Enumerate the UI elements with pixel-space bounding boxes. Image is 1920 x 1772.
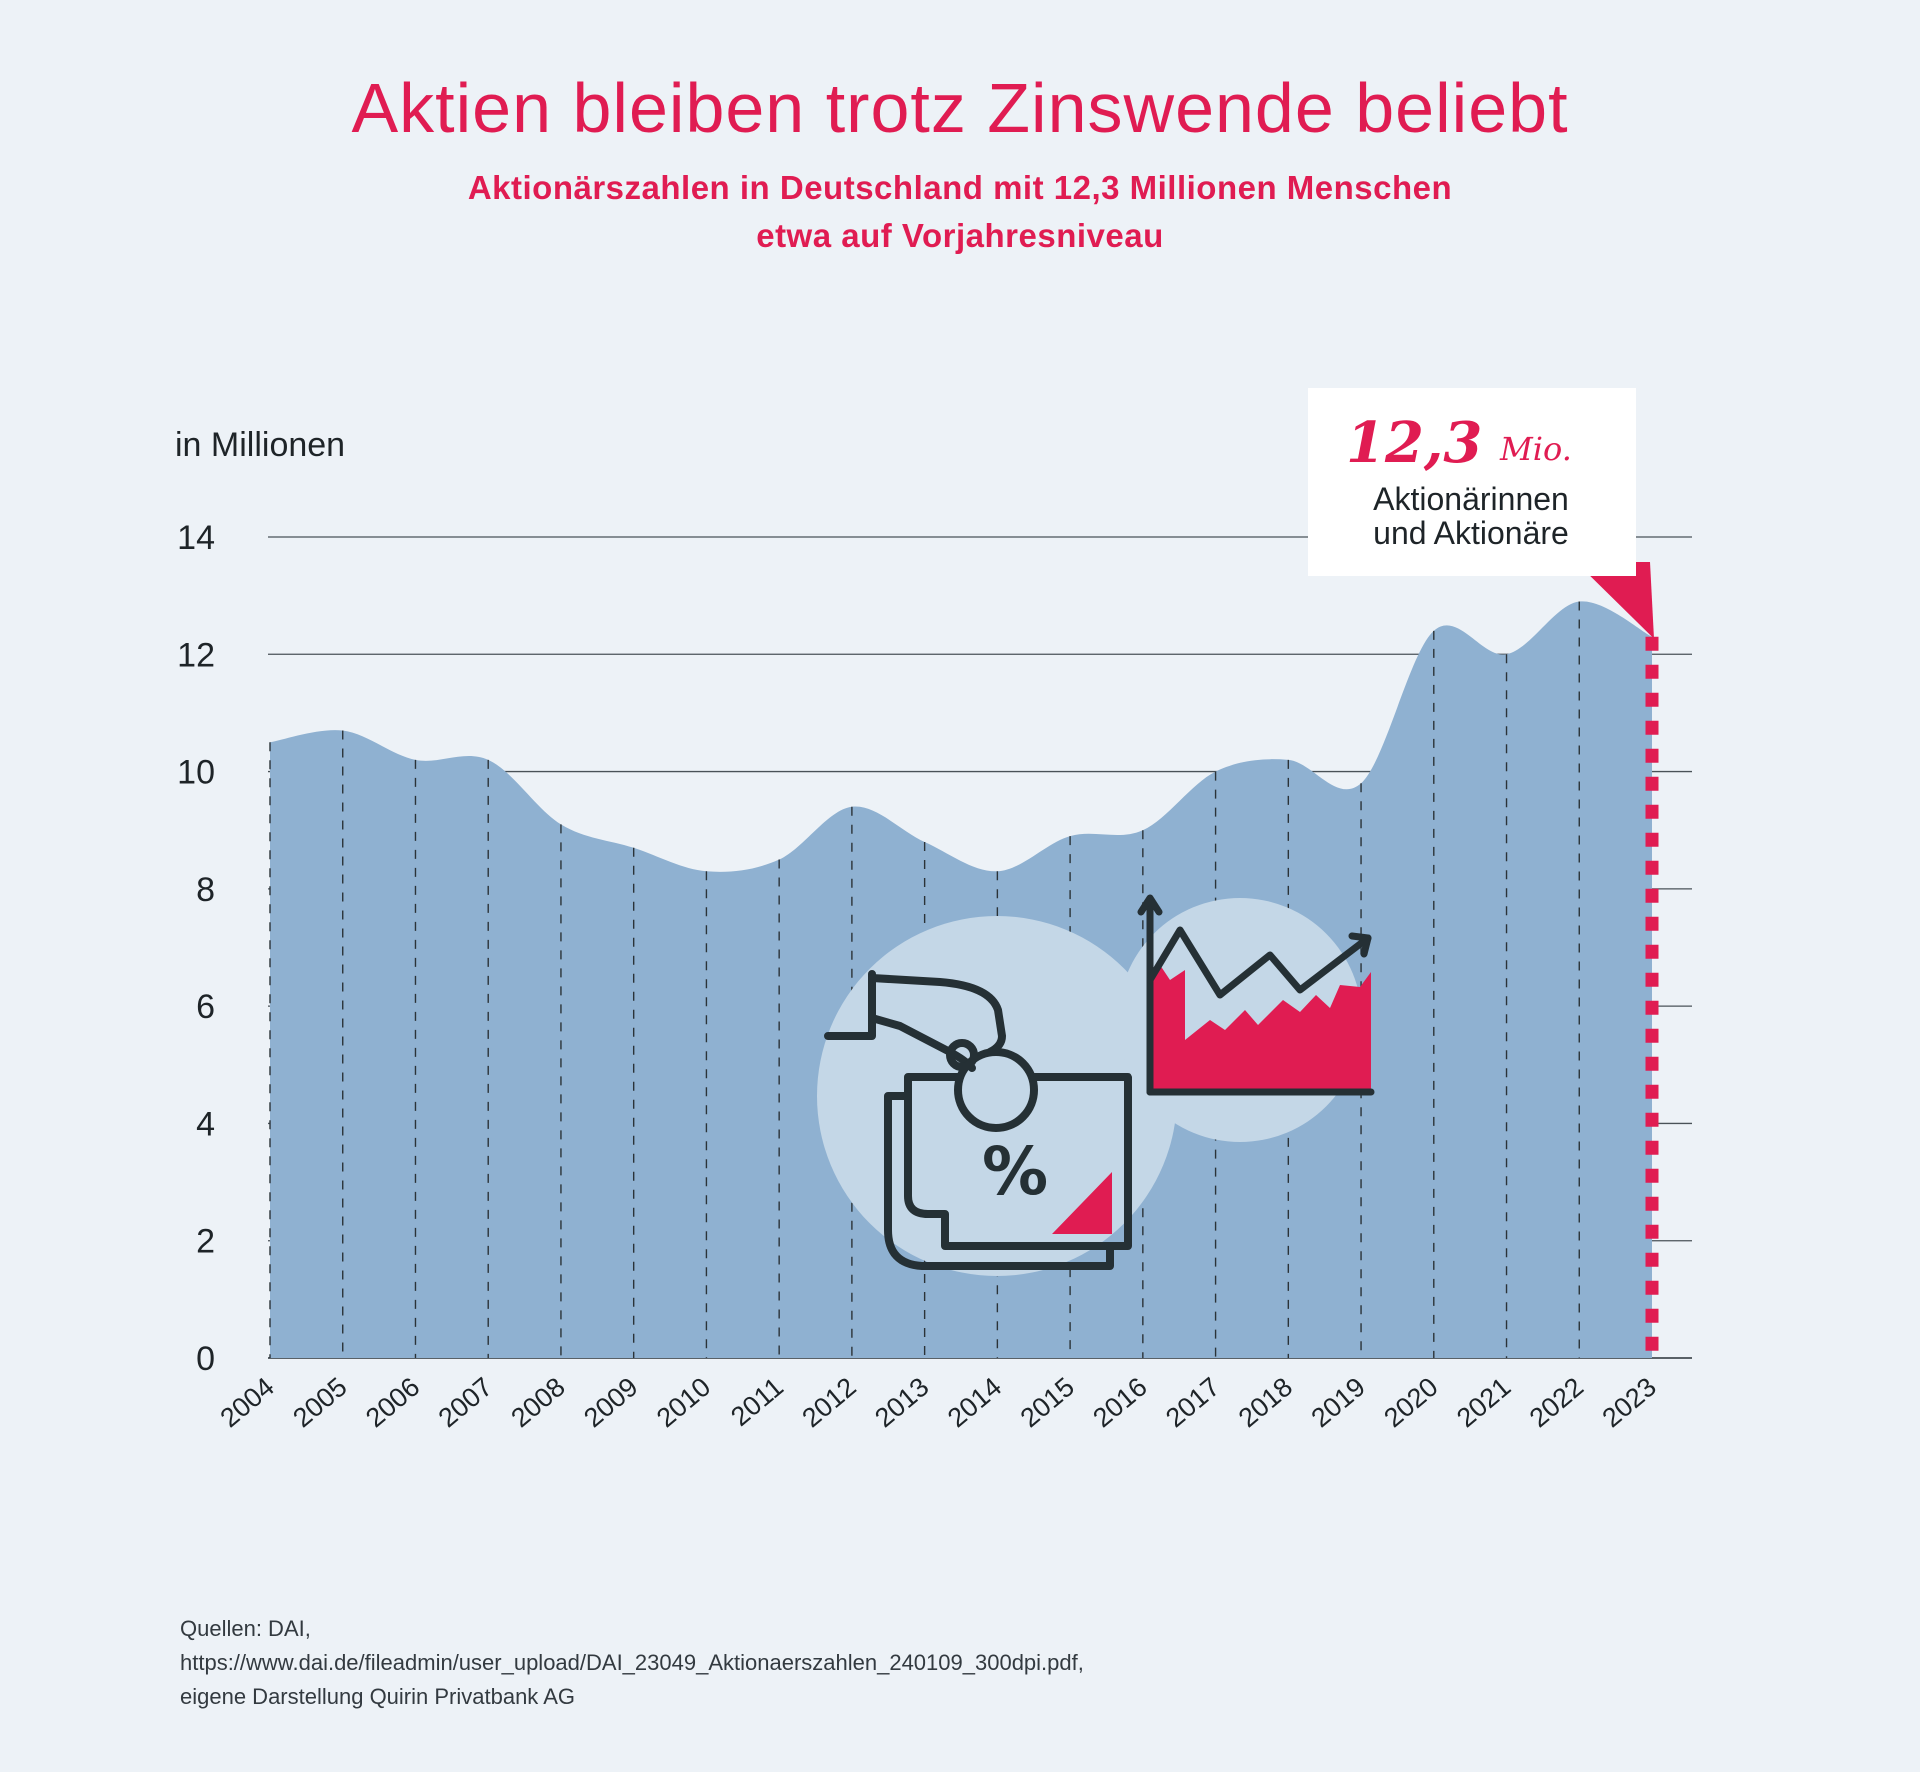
rising-chart-icon [1118, 894, 1375, 1142]
y-tick-label: 14 [177, 519, 215, 557]
x-tick-label: 2017 [1160, 1372, 1225, 1434]
callout-pointer [1576, 562, 1654, 639]
x-tick-label: 2013 [869, 1372, 934, 1434]
source-line-1: Quellen: DAI, [180, 1616, 311, 1641]
x-tick-label: 2023 [1597, 1372, 1662, 1434]
x-tick-label: 2005 [287, 1372, 352, 1434]
x-tick-label: 2015 [1015, 1372, 1080, 1434]
x-tick-label: 2016 [1087, 1372, 1152, 1434]
y-axis-label: in Millionen [175, 426, 345, 464]
y-tick-label: 12 [177, 636, 215, 674]
source-note: Quellen: DAI, https://www.dai.de/fileadm… [180, 1612, 1084, 1714]
y-tick-label: 0 [196, 1340, 215, 1378]
callout-box: 12,3 Mio. Aktionärinnen und Aktionäre [1308, 388, 1636, 576]
y-tick-label: 6 [196, 988, 215, 1026]
subtitle-line-1: Aktionärszahlen in Deutschland mit 12,3 … [467, 169, 1453, 206]
percent-glyph: % [982, 1133, 1048, 1210]
x-tick-label: 2007 [433, 1372, 498, 1434]
callout-unit: Mio. [1499, 430, 1572, 468]
hand-coin-percent-icon: % [817, 916, 1177, 1276]
x-tick-label: 2022 [1524, 1372, 1589, 1434]
x-tick-label: 2008 [505, 1372, 570, 1434]
x-tick-label: 2021 [1451, 1372, 1516, 1434]
x-tick-label: 2010 [651, 1372, 716, 1434]
chart-subtitle: Aktionärszahlen in Deutschland mit 12,3 … [360, 164, 1560, 260]
source-line-3: eigene Darstellung Quirin Privatbank AG [180, 1684, 575, 1709]
x-tick-label: 2019 [1306, 1372, 1371, 1434]
x-tick-label: 2009 [578, 1372, 643, 1434]
subtitle-line-2: etwa auf Vorjahresniveau [756, 217, 1164, 254]
x-tick-label: 2014 [942, 1372, 1007, 1434]
y-tick-label: 8 [196, 871, 215, 909]
x-tick-labels: 2004 2005 2006 2007 2008 2009 2010 2011 2012 2013… [215, 1372, 1662, 1434]
x-tick-label: 2011 [725, 1372, 789, 1432]
chart-title: Aktien bleiben trotz Zinswende beliebt [351, 69, 1569, 147]
x-tick-label: 2020 [1378, 1372, 1443, 1434]
y-tick-label: 2 [196, 1223, 215, 1261]
y-tick-label: 4 [196, 1105, 215, 1143]
x-tick-label: 2018 [1233, 1372, 1298, 1434]
source-line-2: https://www.dai.de/fileadmin/user_upload… [180, 1650, 1084, 1675]
x-tick-label: 2006 [360, 1372, 425, 1434]
callout-line-2: und Aktionäre [1373, 515, 1569, 551]
x-tick-label: 2012 [796, 1372, 861, 1434]
x-tick-label: 2004 [215, 1372, 280, 1434]
y-tick-labels: 0 2 4 6 8 10 12 14 [177, 519, 215, 1378]
callout-line-1: Aktionärinnen [1373, 481, 1569, 517]
y-tick-label: 10 [177, 754, 215, 792]
callout-value: 12,3 [1346, 410, 1482, 476]
